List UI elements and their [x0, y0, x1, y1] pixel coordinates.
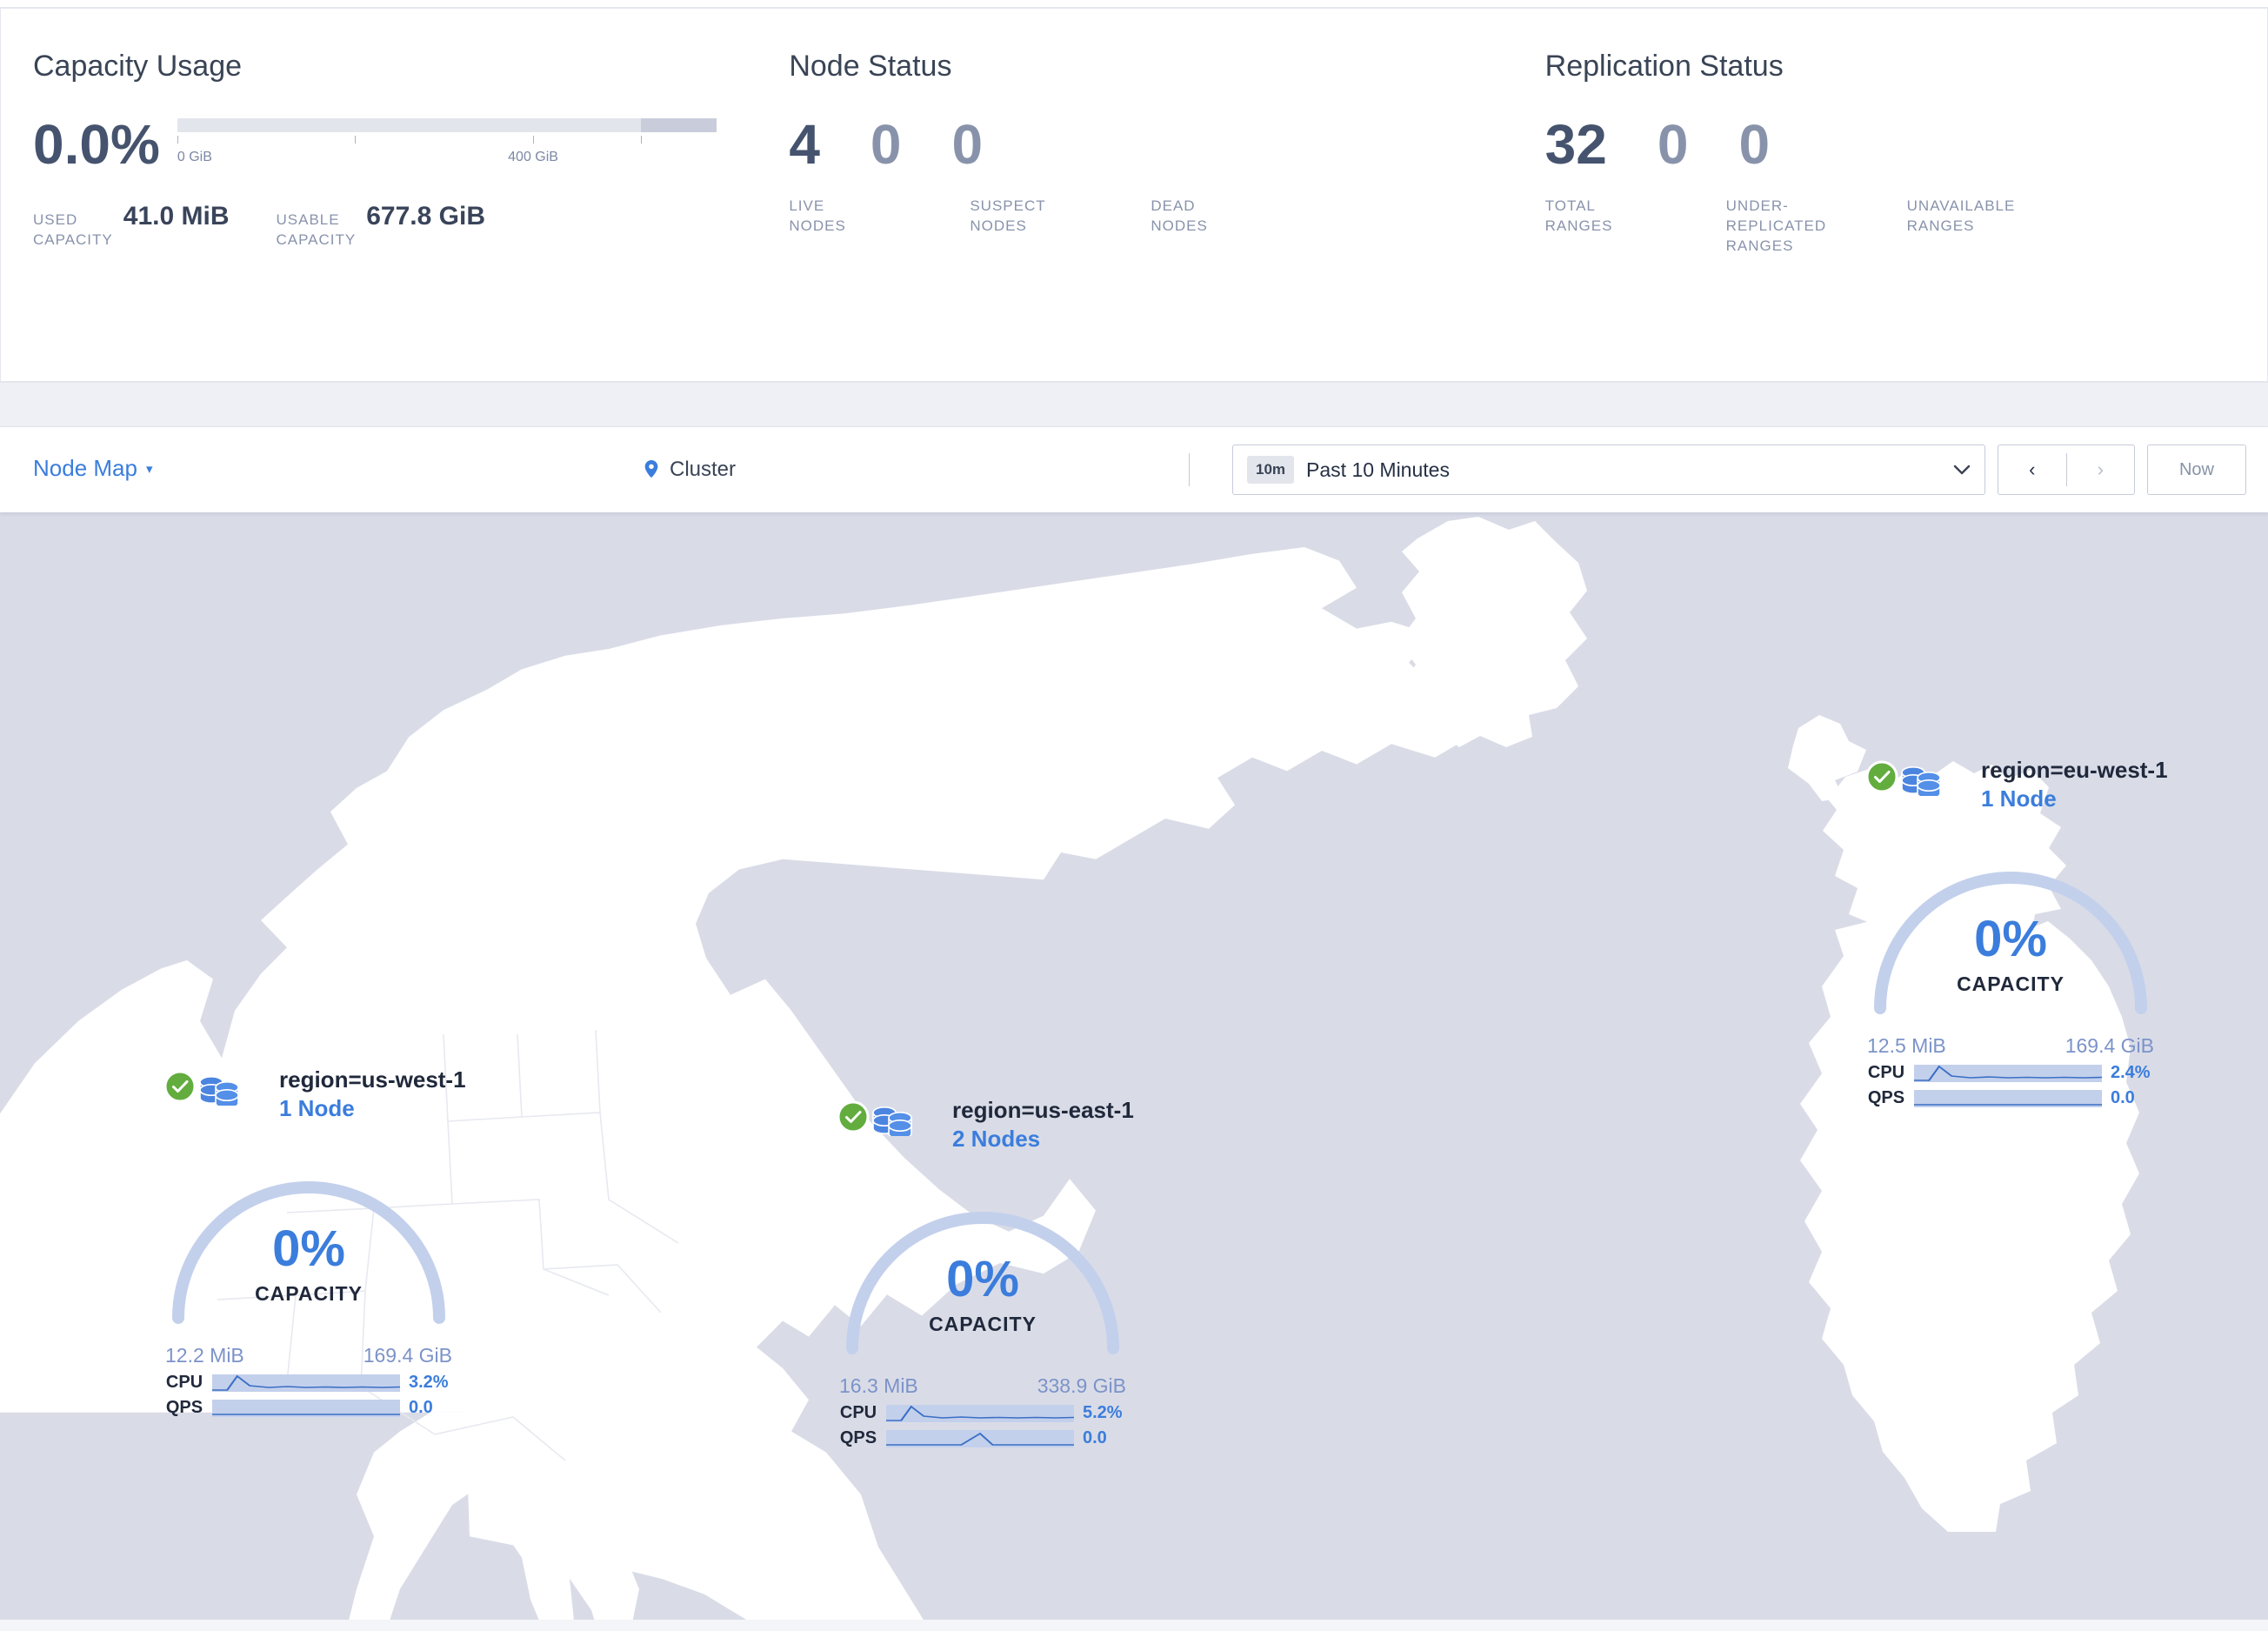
svg-text:0%: 0% — [1974, 911, 2047, 967]
svg-text:0%: 0% — [272, 1220, 345, 1277]
svg-text:CAPACITY: CAPACITY — [1957, 973, 2065, 995]
svg-text:0%: 0% — [946, 1251, 1019, 1307]
svg-text:CAPACITY: CAPACITY — [929, 1313, 1037, 1335]
svg-text:CAPACITY: CAPACITY — [255, 1282, 363, 1305]
